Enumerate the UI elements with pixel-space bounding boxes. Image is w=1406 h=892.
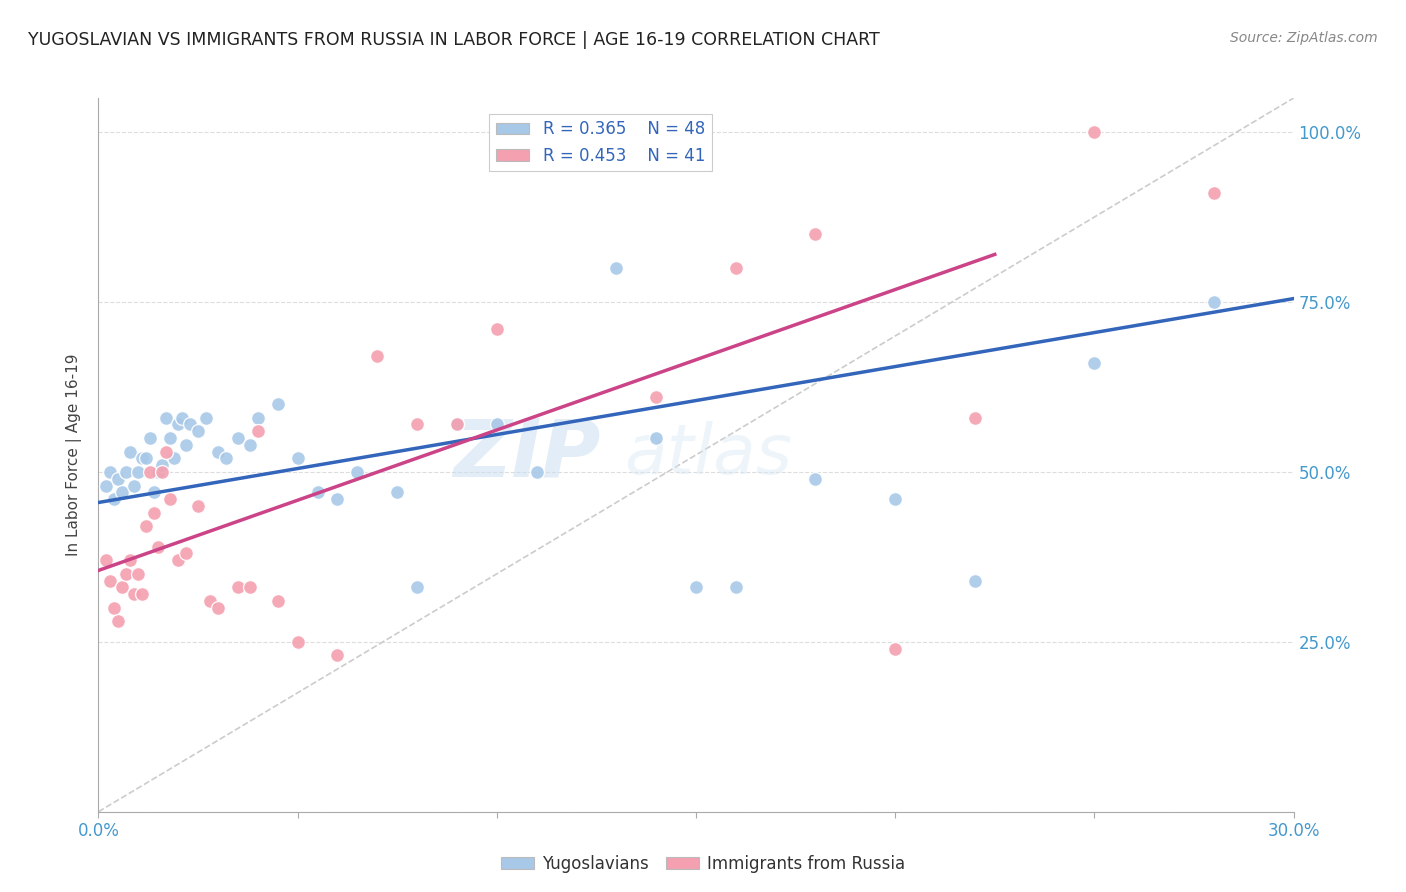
Point — [96, 478, 118, 492]
Point — [326, 648, 349, 663]
Point — [135, 451, 157, 466]
Point — [159, 431, 181, 445]
Text: atlas: atlas — [624, 421, 792, 489]
Point — [446, 417, 468, 432]
Point — [645, 431, 668, 445]
Point — [685, 581, 707, 595]
Point — [143, 485, 166, 500]
Point — [267, 397, 290, 411]
Point — [179, 417, 201, 432]
Point — [150, 458, 173, 472]
Text: ZIP: ZIP — [453, 416, 600, 494]
Point — [1202, 186, 1225, 201]
Point — [565, 125, 588, 139]
Point — [167, 417, 190, 432]
Point — [135, 519, 157, 533]
Point — [1202, 295, 1225, 310]
Point — [406, 417, 429, 432]
Text: YUGOSLAVIAN VS IMMIGRANTS FROM RUSSIA IN LABOR FORCE | AGE 16-19 CORRELATION CHA: YUGOSLAVIAN VS IMMIGRANTS FROM RUSSIA IN… — [28, 31, 880, 49]
Point — [115, 566, 138, 581]
Point — [287, 451, 309, 466]
Point — [239, 438, 262, 452]
Point — [131, 587, 153, 601]
Point — [100, 465, 122, 479]
Point — [724, 260, 747, 275]
Point — [120, 553, 142, 567]
Point — [143, 506, 166, 520]
Point — [100, 574, 122, 588]
Point — [174, 546, 197, 560]
Point — [485, 417, 508, 432]
Point — [187, 424, 209, 438]
Point — [139, 465, 162, 479]
Point — [226, 431, 249, 445]
Point — [159, 492, 181, 507]
Point — [963, 574, 986, 588]
Point — [207, 444, 229, 458]
Point — [163, 451, 186, 466]
Point — [155, 410, 177, 425]
Point — [605, 260, 627, 275]
Point — [103, 600, 125, 615]
Point — [148, 540, 170, 554]
Point — [246, 410, 269, 425]
Point — [111, 581, 134, 595]
Point — [326, 492, 349, 507]
Point — [195, 410, 218, 425]
Point — [155, 444, 177, 458]
Point — [148, 465, 170, 479]
Point — [127, 465, 149, 479]
Point — [107, 472, 129, 486]
Point — [307, 485, 329, 500]
Point — [207, 600, 229, 615]
Point — [215, 451, 238, 466]
Point — [139, 431, 162, 445]
Point — [174, 438, 197, 452]
Point — [107, 615, 129, 629]
Point — [963, 410, 986, 425]
Text: Source: ZipAtlas.com: Source: ZipAtlas.com — [1230, 31, 1378, 45]
Point — [120, 444, 142, 458]
Point — [485, 322, 508, 336]
Point — [884, 492, 907, 507]
Point — [526, 465, 548, 479]
Point — [406, 581, 429, 595]
Point — [226, 581, 249, 595]
Point — [96, 553, 118, 567]
Point — [1083, 356, 1105, 370]
Point — [267, 594, 290, 608]
Point — [167, 553, 190, 567]
Point — [187, 499, 209, 513]
Point — [804, 227, 827, 241]
Point — [526, 125, 548, 139]
Point — [115, 465, 138, 479]
Point — [884, 641, 907, 656]
Point — [103, 492, 125, 507]
Point — [385, 485, 409, 500]
Point — [645, 390, 668, 404]
Point — [198, 594, 221, 608]
Point — [446, 417, 468, 432]
Point — [127, 566, 149, 581]
Point — [131, 451, 153, 466]
Point — [246, 424, 269, 438]
Point — [804, 472, 827, 486]
Point — [124, 587, 146, 601]
Legend: Yugoslavians, Immigrants from Russia: Yugoslavians, Immigrants from Russia — [494, 848, 912, 880]
Point — [239, 581, 262, 595]
Point — [346, 465, 368, 479]
Point — [150, 465, 173, 479]
Y-axis label: In Labor Force | Age 16-19: In Labor Force | Age 16-19 — [66, 353, 83, 557]
Point — [111, 485, 134, 500]
Point — [724, 581, 747, 595]
Point — [172, 410, 194, 425]
Legend: R = 0.365    N = 48, R = 0.453    N = 41: R = 0.365 N = 48, R = 0.453 N = 41 — [489, 113, 711, 171]
Point — [124, 478, 146, 492]
Point — [366, 350, 388, 364]
Point — [287, 635, 309, 649]
Point — [1083, 125, 1105, 139]
